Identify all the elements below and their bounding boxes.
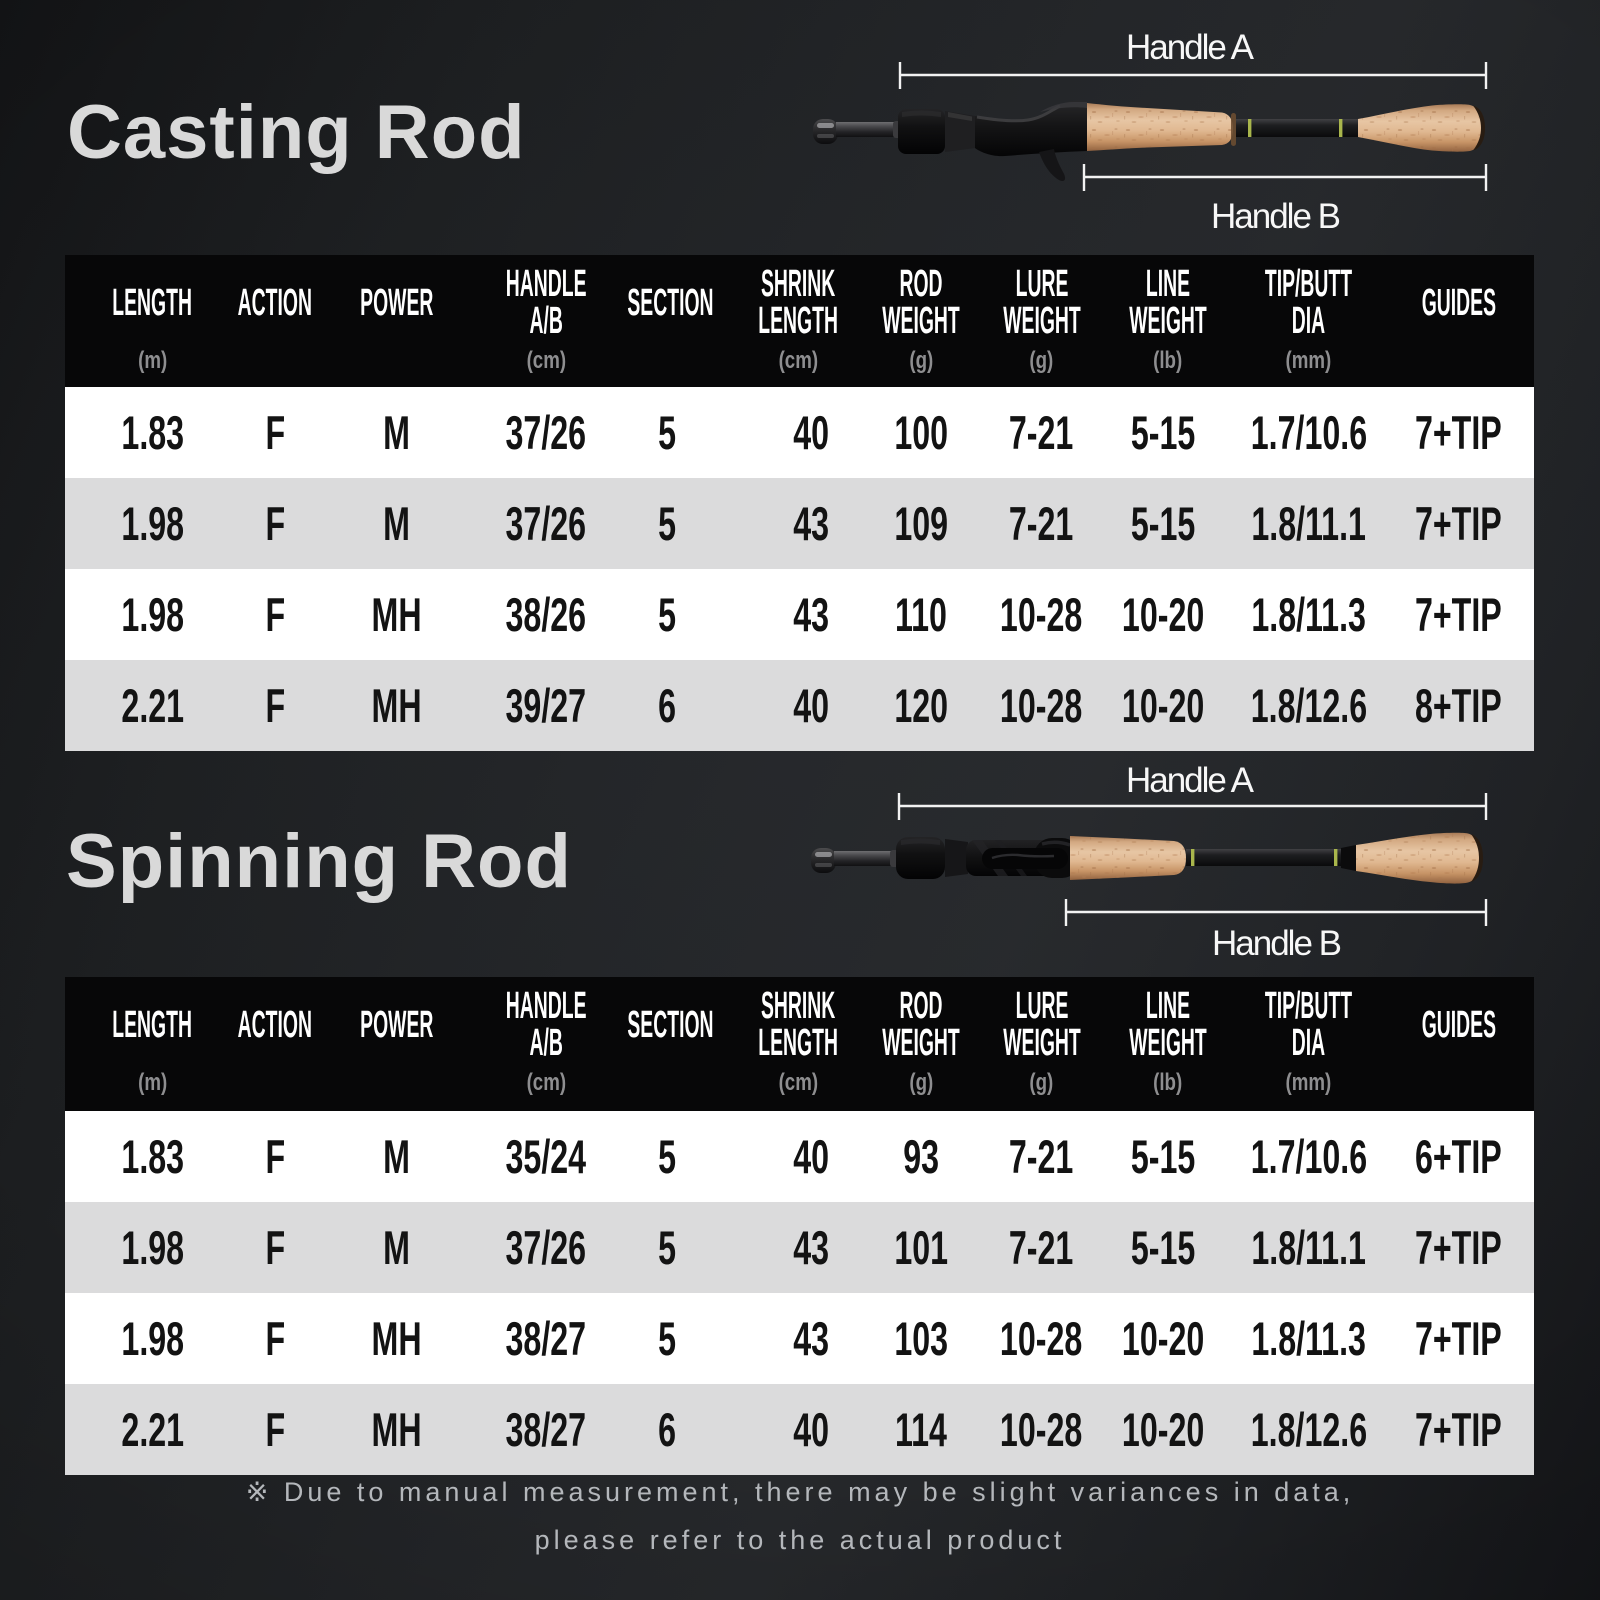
svg-text:Handle B: Handle B: [1211, 197, 1340, 236]
svg-text:Handle A: Handle A: [1126, 761, 1255, 800]
svg-text:Handle A: Handle A: [1126, 28, 1255, 67]
svg-text:Handle B: Handle B: [1212, 924, 1341, 963]
